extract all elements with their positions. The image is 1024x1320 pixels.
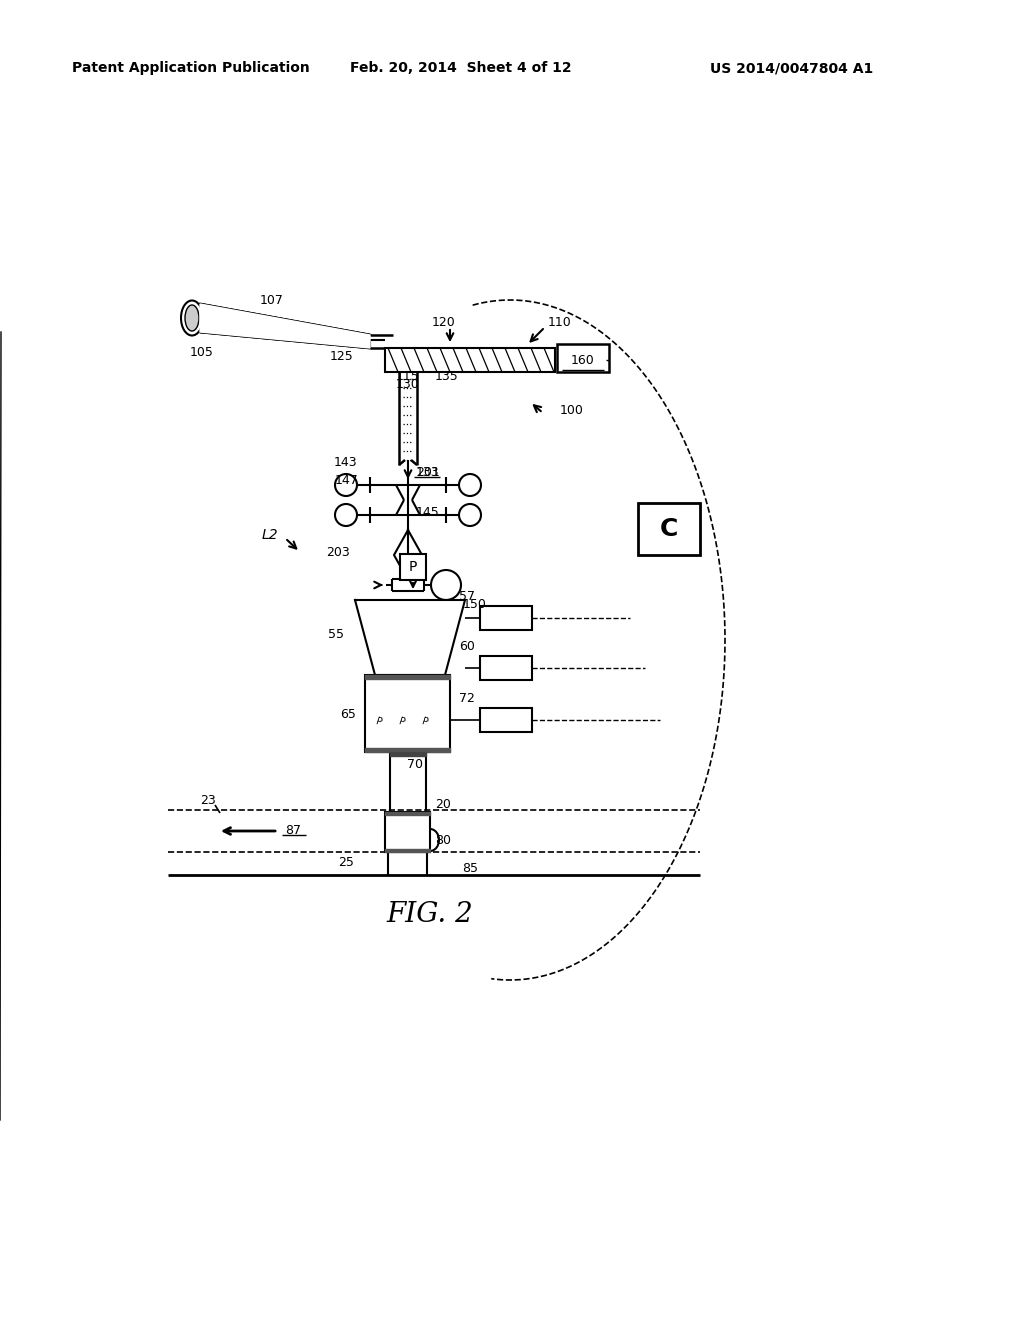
FancyBboxPatch shape: [413, 706, 437, 738]
Bar: [557, 345, 609, 372]
Bar: [400, 554, 426, 579]
Circle shape: [459, 474, 481, 496]
Text: P: P: [421, 717, 429, 727]
Text: 120: 120: [432, 315, 456, 329]
Text: 143: 143: [334, 455, 357, 469]
Text: 125: 125: [330, 351, 353, 363]
Text: 100: 100: [560, 404, 584, 417]
Text: 60: 60: [459, 639, 475, 652]
FancyBboxPatch shape: [367, 706, 391, 738]
Text: 85: 85: [462, 862, 478, 874]
Text: P: P: [397, 717, 407, 727]
Circle shape: [431, 570, 461, 601]
Text: 201: 201: [416, 466, 439, 479]
Text: 150: 150: [463, 598, 486, 611]
Text: 20: 20: [435, 797, 451, 810]
Text: Patent Application Publication: Patent Application Publication: [72, 61, 309, 75]
Text: 72: 72: [459, 692, 475, 705]
Bar: [385, 812, 430, 851]
Text: L2: L2: [262, 528, 279, 543]
Text: 160: 160: [571, 354, 595, 367]
Bar: [385, 348, 555, 372]
Text: 25: 25: [338, 855, 354, 869]
Circle shape: [459, 504, 481, 525]
Bar: [480, 656, 532, 680]
Polygon shape: [355, 601, 465, 675]
Bar: [480, 708, 532, 733]
Text: 55: 55: [328, 627, 344, 640]
Text: 147: 147: [334, 474, 358, 487]
Text: P: P: [375, 717, 383, 727]
Bar: [480, 606, 532, 630]
Text: US 2014/0047804 A1: US 2014/0047804 A1: [710, 61, 873, 75]
Text: 130: 130: [396, 379, 420, 392]
Text: 105: 105: [190, 346, 214, 359]
Ellipse shape: [185, 305, 199, 331]
FancyBboxPatch shape: [390, 706, 414, 738]
Text: C: C: [659, 517, 678, 541]
Ellipse shape: [181, 301, 203, 335]
Text: 65: 65: [340, 708, 356, 721]
Circle shape: [335, 474, 357, 496]
Text: Feb. 20, 2014  Sheet 4 of 12: Feb. 20, 2014 Sheet 4 of 12: [350, 61, 571, 75]
Text: 57: 57: [459, 590, 475, 602]
Text: 107: 107: [260, 293, 284, 306]
Text: 70: 70: [407, 758, 423, 771]
Text: 133: 133: [416, 466, 439, 479]
Text: 135: 135: [435, 370, 459, 383]
Circle shape: [335, 504, 357, 525]
Text: 203: 203: [327, 545, 350, 558]
Text: 23: 23: [200, 795, 216, 808]
Text: P: P: [409, 560, 417, 574]
Text: 115: 115: [396, 370, 420, 383]
Text: 110: 110: [548, 315, 571, 329]
Text: 87: 87: [285, 825, 301, 837]
Bar: [365, 675, 450, 752]
Text: 145: 145: [416, 506, 439, 519]
Bar: [638, 503, 700, 554]
Text: 80: 80: [435, 833, 451, 846]
Polygon shape: [200, 304, 370, 348]
Text: FIG. 2: FIG. 2: [387, 902, 473, 928]
Polygon shape: [394, 531, 422, 579]
